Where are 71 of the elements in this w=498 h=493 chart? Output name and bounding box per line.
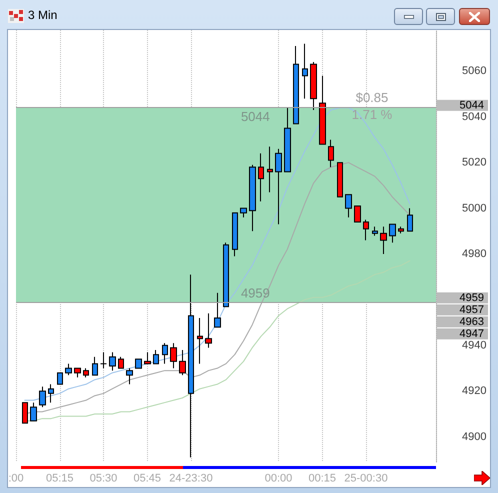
x-tick-label: 05:15	[46, 472, 74, 484]
x-tick-label: 05:30	[90, 472, 118, 484]
annotation: 1.71 %	[352, 107, 393, 122]
candlestick	[240, 208, 247, 218]
candlestick	[30, 402, 37, 422]
candlestick	[337, 162, 343, 198]
candlestick	[179, 350, 186, 376]
candlestick	[275, 148, 282, 225]
candlestick	[249, 164, 256, 232]
candlestick	[380, 226, 387, 254]
x-tick-label: 24-23:30	[169, 472, 213, 484]
candlestick	[65, 363, 72, 376]
candlestick	[398, 226, 404, 234]
candlestick	[118, 356, 124, 369]
candlestick	[153, 350, 159, 364]
candlestick	[205, 312, 212, 348]
text: 5044	[460, 99, 484, 112]
annotation: $0.85	[356, 90, 388, 106]
chart-title: 3 Min	[28, 8, 58, 23]
candlestick	[48, 384, 54, 404]
x-tick-label: 00:15	[308, 472, 336, 484]
candlestick	[232, 212, 238, 257]
candlestick	[328, 139, 334, 168]
y-tick-label: 5000	[462, 202, 486, 214]
y-tick-label: 5060	[462, 65, 486, 78]
candlestick	[126, 368, 133, 385]
ref-line-label: 4959	[240, 286, 270, 300]
candlestick	[407, 208, 413, 232]
candlestick	[83, 368, 89, 378]
text: 4947	[460, 328, 484, 340]
candlestick	[144, 352, 151, 364]
x-tick-label: 05:45	[133, 472, 162, 484]
candlestick	[389, 224, 396, 244]
y-tick-label: 5040	[462, 110, 486, 123]
ref-line-label: 5044	[240, 109, 270, 124]
candlestick	[302, 43, 308, 100]
x-tick-label: 25-00:30	[344, 472, 388, 484]
candlestick	[363, 219, 369, 241]
candlestick	[170, 342, 177, 369]
candlestick	[57, 372, 63, 385]
candlestick	[214, 292, 221, 328]
y-tick-label: 4940	[462, 339, 486, 352]
x-tick-label: 00:00	[264, 472, 292, 484]
candlestick	[284, 107, 291, 172]
candlestick	[162, 342, 168, 364]
candlestick	[267, 146, 273, 193]
y-tick-label: 4980	[462, 248, 486, 260]
y-tick-label: 4920	[462, 385, 486, 398]
y-tick-label: 4900	[462, 430, 486, 443]
candlestick	[135, 358, 142, 369]
candlestick	[258, 152, 264, 202]
candlestick	[319, 75, 326, 145]
candlestick	[310, 62, 317, 110]
x-tick-label: :00	[8, 472, 24, 484]
candlestick	[22, 402, 28, 424]
text: 4963	[460, 316, 484, 328]
candlestick	[74, 368, 81, 378]
candlestick	[197, 318, 203, 364]
line-series	[24, 107, 410, 401]
candlestick	[293, 46, 299, 124]
text: 4959	[460, 292, 484, 304]
candlestick	[109, 352, 116, 372]
candlestick	[92, 356, 98, 376]
candlestick	[223, 242, 229, 308]
y-tick-label: 5020	[462, 156, 486, 169]
candlestick	[372, 226, 378, 236]
text: 4957	[460, 304, 484, 316]
candlestick	[39, 386, 46, 408]
candlestick	[354, 206, 361, 222]
candlestick	[345, 194, 352, 218]
candlestick	[100, 352, 107, 369]
